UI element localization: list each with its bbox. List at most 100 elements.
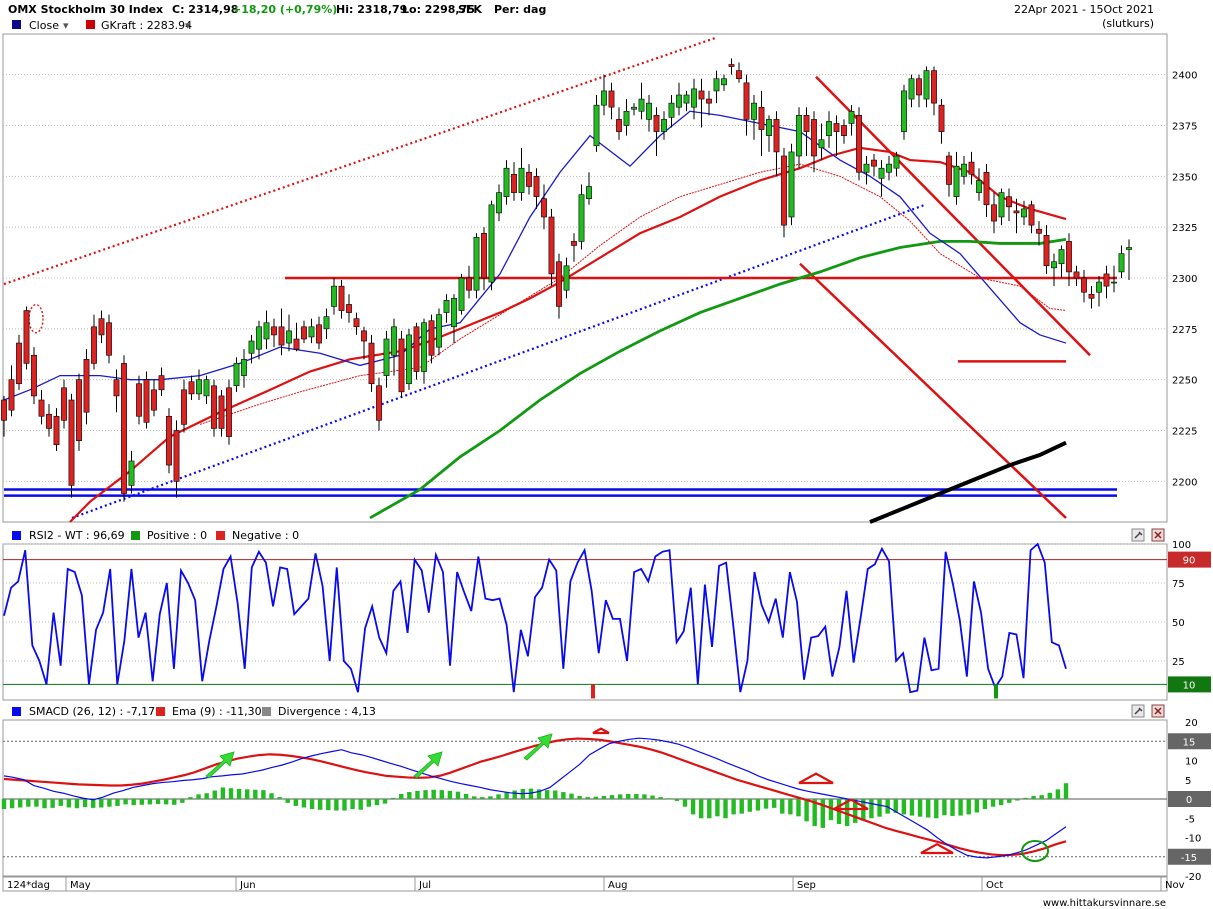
macd-tick-label: 5 <box>1185 776 1191 787</box>
candle-body <box>458 277 465 311</box>
divergence-bar <box>771 799 777 808</box>
header-background <box>0 0 1213 33</box>
macd-level-badge-text: -15 <box>1181 853 1197 864</box>
candle-body <box>601 90 607 106</box>
divergence-bar <box>909 799 915 816</box>
candle-body <box>623 110 630 126</box>
candle-body <box>751 102 757 120</box>
candle-body <box>683 94 690 104</box>
divergence-bar <box>1 799 7 810</box>
candle-body <box>811 119 817 157</box>
buy-arrow-icon <box>523 733 553 761</box>
divergence-bar <box>569 793 574 799</box>
divergence-bar <box>828 799 834 821</box>
candle-body <box>863 163 870 173</box>
legend-close[interactable]: Close ▾ <box>12 19 69 32</box>
divergence-bar <box>877 799 882 817</box>
candle-body <box>706 98 712 104</box>
divergence-bar <box>853 799 858 823</box>
rsi-tick-label: 75 <box>1172 579 1185 590</box>
legend-close-swatch <box>12 20 21 29</box>
divergence-bar <box>350 799 355 810</box>
negative-swatch <box>216 531 225 540</box>
candle-body <box>263 322 270 340</box>
divergence-bar <box>123 799 128 805</box>
candle-body <box>316 324 322 344</box>
change-value: +18,20 (+0,79%) <box>232 3 337 16</box>
rsi-settings-button[interactable] <box>1131 528 1145 542</box>
divergence-bar <box>634 793 639 799</box>
divergence-bar <box>342 799 347 811</box>
divergence-swatch <box>262 707 271 716</box>
smacd-legend-label: SMACD (26, 12) : -7,17 <box>29 705 155 718</box>
macd-settings-button[interactable] <box>1131 704 1145 718</box>
low-value: Lo: 2298,75 <box>402 3 475 16</box>
x-axis-month-label: Sep <box>797 880 816 891</box>
divergence-bar <box>423 790 428 799</box>
candle-body <box>743 82 750 120</box>
rsi-tick-label: 100 <box>1172 540 1191 551</box>
divergence-bar <box>690 799 696 815</box>
divergence-bar <box>1039 795 1044 799</box>
candle-body <box>151 389 157 411</box>
candle-body <box>713 78 720 92</box>
divergence-bar <box>431 789 436 799</box>
divergence-bar <box>407 792 412 799</box>
x-axis-month-label: Jun <box>239 880 256 891</box>
candle-body <box>676 94 682 108</box>
candle-body <box>848 110 855 124</box>
candle-body <box>586 186 592 199</box>
candle-body <box>826 121 832 136</box>
candle-body <box>256 326 262 350</box>
candle-body <box>1058 249 1065 265</box>
candle-body <box>578 194 585 242</box>
candle-body <box>443 300 450 313</box>
candle-body <box>53 415 60 446</box>
candle-body <box>8 379 15 411</box>
candle-body <box>511 174 517 193</box>
divergence-bar <box>358 799 363 810</box>
divergence-bar <box>934 799 939 819</box>
price-tick-label: 2400 <box>1172 71 1197 82</box>
divergence-bar <box>90 799 96 808</box>
candle-body <box>331 285 337 307</box>
divergence-bar <box>609 795 615 799</box>
candle-body <box>136 383 142 417</box>
macd-tick-label: -20 <box>1185 872 1201 883</box>
divergence-bar <box>245 789 250 799</box>
ma-black-line <box>869 440 1067 524</box>
divergence-bar <box>723 799 728 819</box>
price-tick-label: 2200 <box>1172 477 1197 488</box>
divergence-bar <box>163 799 169 805</box>
macd-close-button[interactable] <box>1151 704 1165 718</box>
divergence-bar <box>204 793 209 799</box>
divergence-bar <box>139 799 145 805</box>
close-value: C: 2314,98 <box>172 3 238 16</box>
legend-gkraft[interactable]: GKraft : 2283.94 ▾ <box>86 19 192 32</box>
ma-red-line <box>69 146 1067 523</box>
candle-body <box>698 90 705 100</box>
candle-body <box>908 78 915 100</box>
divergence-bar <box>901 799 907 815</box>
divergence-bar <box>74 799 80 809</box>
buy-arrow-icon <box>205 751 235 779</box>
candle-body <box>278 326 285 346</box>
period: Per: dag <box>494 3 546 16</box>
divergence-bar <box>1063 783 1069 799</box>
candle-body <box>1103 273 1110 287</box>
divergence-bar <box>528 788 534 799</box>
divergence-bar <box>285 799 290 803</box>
candle-body <box>188 381 195 395</box>
candle-body <box>481 232 487 279</box>
candle-body <box>976 180 982 193</box>
divergence-bar <box>804 799 809 822</box>
rsi-close-button[interactable] <box>1151 528 1165 542</box>
divergence-bar <box>820 799 825 828</box>
candle-body <box>1073 271 1080 279</box>
divergence-bar <box>504 792 509 799</box>
candle-body <box>556 261 562 307</box>
divergence-bar <box>788 799 793 815</box>
divergence-bar <box>26 799 31 807</box>
candle-body <box>203 379 210 397</box>
